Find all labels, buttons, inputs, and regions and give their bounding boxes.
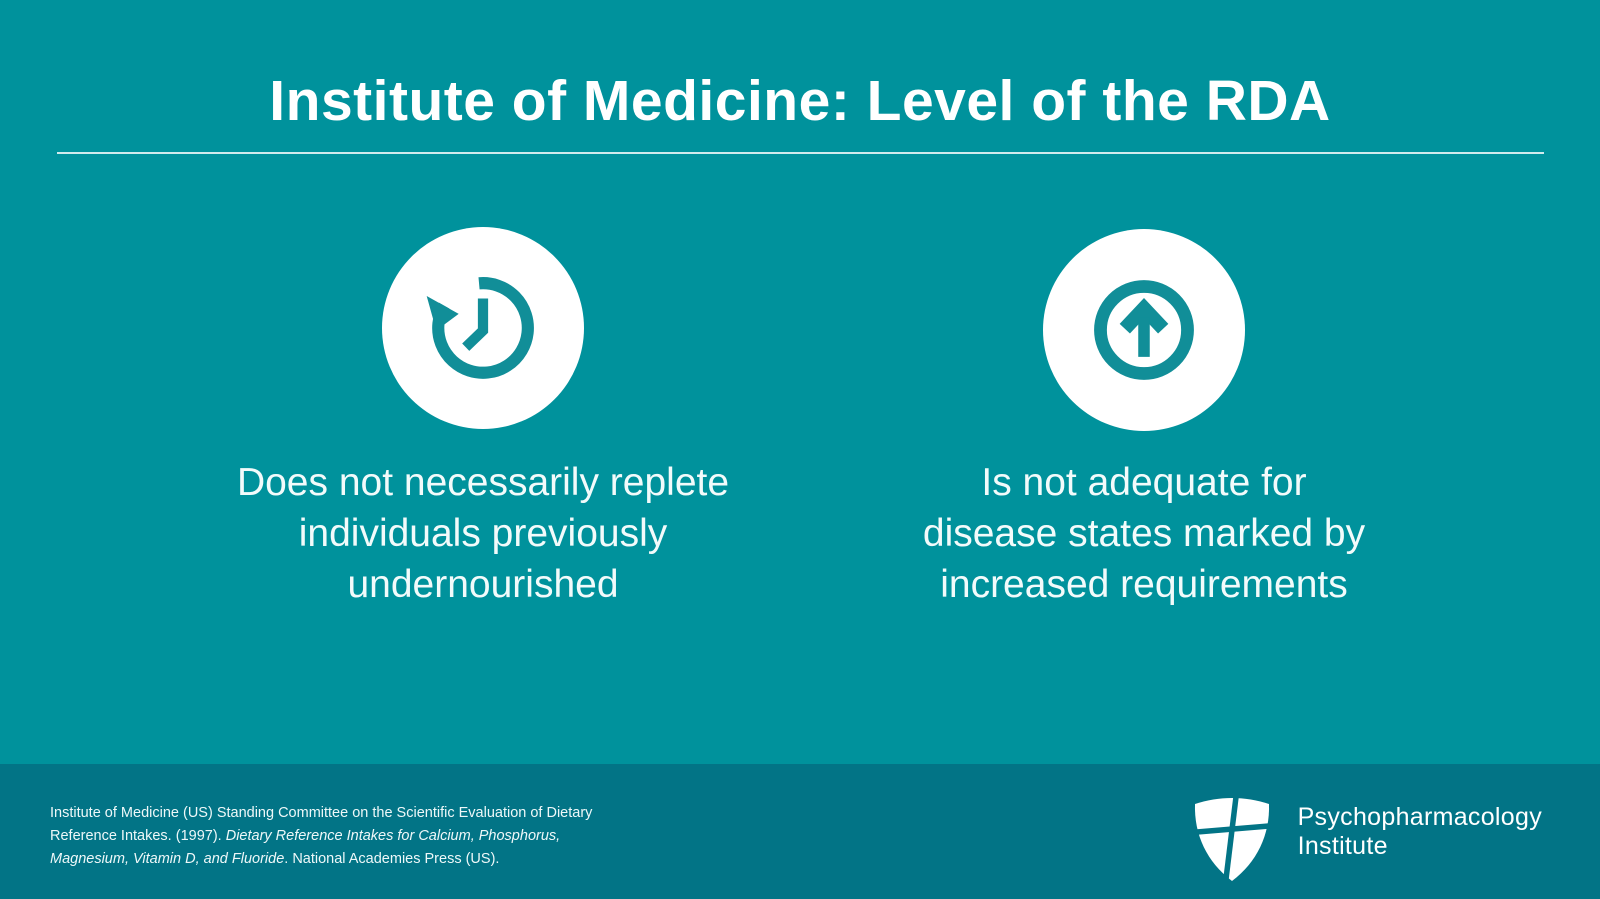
history-icon-circle xyxy=(382,227,584,429)
brand-logo: Psychopharmacology Institute xyxy=(1191,764,1542,899)
brand-name-line1: Psychopharmacology xyxy=(1297,802,1542,831)
arrow-up-circle-icon xyxy=(1080,266,1208,394)
history-icon xyxy=(419,264,547,392)
citation-text: Institute of Medicine (US) Standing Comm… xyxy=(50,805,593,844)
bullet-line: disease states marked by xyxy=(922,512,1366,555)
bullet-line: Is not adequate for xyxy=(981,461,1307,504)
arrow-up-icon-circle xyxy=(1043,229,1245,431)
brand-name-line2: Institute xyxy=(1297,831,1388,860)
citation-text: . National Academies Press (US). xyxy=(284,851,500,867)
citation: Institute of Medicine (US) Standing Comm… xyxy=(50,802,598,871)
citation-book-title: Dietary Reference Intakes for Calcium, P… xyxy=(50,828,561,867)
bullet-line: undernourished xyxy=(347,563,619,606)
bullet-text-replete: Does not necessarily replete individuals… xyxy=(183,457,783,610)
bullet-text-disease-states: Is not adequate for disease states marke… xyxy=(844,457,1444,610)
bullet-line: Does not necessarily replete xyxy=(236,461,730,504)
title-divider xyxy=(57,152,1544,154)
bullet-line: increased requirements xyxy=(940,563,1348,606)
brand-name: Psychopharmacology Institute xyxy=(1298,803,1542,861)
footer: Institute of Medicine (US) Standing Comm… xyxy=(0,764,1600,899)
shield-logo-icon xyxy=(1191,781,1273,883)
bullet-line: individuals previously xyxy=(298,512,668,555)
page-title: Institute of Medicine: Level of the RDA xyxy=(269,69,1331,133)
